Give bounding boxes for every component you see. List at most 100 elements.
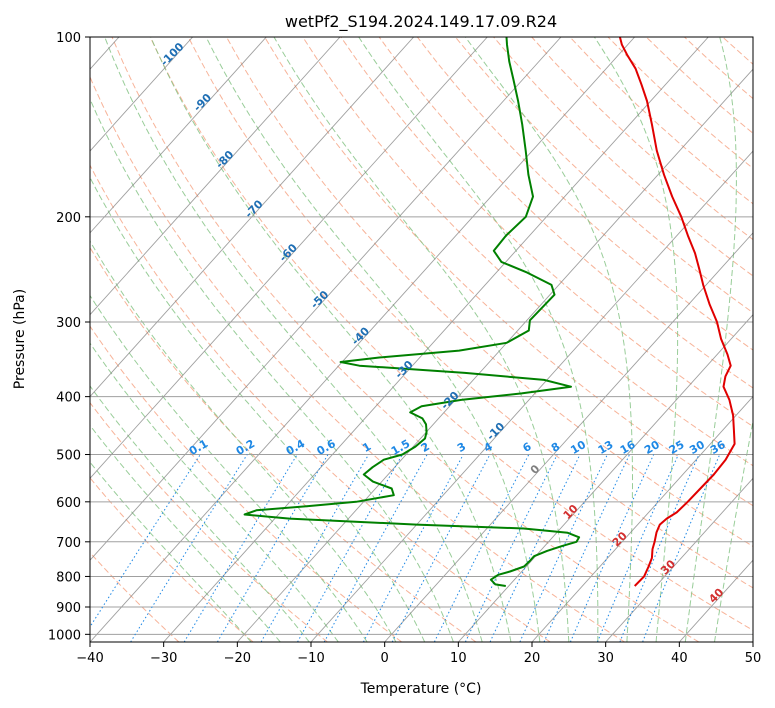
dry-adiabat-line [264, 37, 753, 507]
dewpoint-profile-line [243, 37, 581, 587]
moist-adiabat-line [90, 342, 339, 642]
moist-adiabat-label: -40 [349, 324, 372, 347]
y-tick-label: 400 [56, 391, 81, 406]
moist-adiabat-line [593, 37, 679, 642]
moist-adiabat-label: -90 [191, 91, 214, 114]
dry-adiabat-line [378, 37, 753, 389]
mixing-ratio-line [619, 454, 700, 642]
dry-adiabat-line [111, 37, 700, 642]
y-axis-title: Pressure (hPa) [12, 289, 28, 389]
x-tick-label: 50 [745, 651, 762, 666]
isotherm-line [90, 37, 267, 234]
y-axis: 100 200 300 400 500 600 700 800 900 1000 [48, 31, 90, 643]
mixing-ratio-line [433, 454, 530, 642]
dry-adiabat-line [90, 164, 551, 642]
dry-adiabat-line [90, 325, 403, 642]
moist-adiabat-line [90, 294, 368, 642]
y-tick-label: 800 [56, 570, 81, 585]
x-tick-label: 30 [597, 651, 614, 666]
moist-adiabat-label: -30 [392, 358, 415, 381]
dry-adiabat-label: 10 [561, 502, 581, 522]
isotherm-line [90, 37, 562, 561]
y-tick-label: 500 [56, 449, 81, 464]
dry-adiabat-line [226, 37, 753, 547]
dry-adiabat-line [761, 37, 775, 642]
x-tick-label: −10 [297, 651, 324, 666]
x-tick-label: −20 [224, 651, 251, 666]
temperature-profile-line [618, 37, 736, 587]
moist-adiabat-line [273, 37, 570, 642]
dry-adiabat-line [607, 37, 753, 169]
y-tick-label: 200 [56, 211, 81, 226]
moist-adiabat-line [90, 97, 454, 642]
dry-adiabat-line [149, 37, 753, 631]
dry-adiabat-label: 20 [610, 529, 630, 549]
moist-adiabat-line [358, 37, 599, 642]
dry-adiabat-line [416, 37, 753, 351]
dry-adiabat-line [569, 37, 753, 205]
mixing-ratio-line [297, 454, 403, 642]
mixing-ratio-line [391, 454, 491, 642]
x-tick-label: 10 [450, 651, 467, 666]
moist-adiabat-label: -60 [277, 241, 300, 264]
moist-adiabat-line [90, 385, 310, 642]
isotherm-line [236, 68, 753, 642]
x-tick-label: 40 [671, 651, 688, 666]
mixing-ratio-line [216, 454, 329, 642]
moist-adiabat-line [104, 37, 483, 642]
mixing-ratio-line [543, 454, 630, 642]
moist-adiabat-line [205, 37, 541, 642]
isotherm-line [90, 37, 415, 398]
mixing-ratio-line [183, 454, 298, 642]
isotherm-line [678, 559, 753, 642]
x-tick-label: 0 [381, 651, 389, 666]
isotherm-line [384, 232, 753, 642]
moist-adiabat-line [90, 176, 426, 642]
moist-adiabat-line [714, 418, 753, 642]
y-tick-label: 600 [56, 496, 81, 511]
dry-adiabat-line [455, 37, 753, 314]
mixing-ratio-line [489, 454, 581, 642]
mixing-ratio-label: 3 [455, 440, 468, 455]
mixing-ratio-line [260, 454, 370, 642]
moist-adiabat-line [150, 37, 512, 642]
isotherm-line [531, 395, 753, 642]
mixing-ratio-label: 6 [520, 440, 533, 455]
mixing-ratio-line [90, 454, 201, 628]
y-tick-label: 1000 [48, 628, 81, 643]
isotherm-line [90, 37, 194, 152]
chart-title: wetPf2_S194.2024.149.17.09.R24 [285, 12, 557, 32]
moist-adiabat-line [464, 37, 633, 642]
dry-adiabat-line [90, 401, 328, 642]
x-tick-label: −40 [76, 651, 103, 666]
moist-adiabat-line [684, 37, 737, 642]
moist-adiabat-line [90, 424, 281, 642]
isotherm-line [605, 477, 753, 642]
isotherm-line [90, 37, 341, 316]
isotherm-line [90, 37, 636, 642]
mixing-ratio-line [362, 454, 464, 642]
x-axis-title: Temperature (°C) [360, 681, 482, 697]
dry-adiabat-line [90, 246, 477, 642]
mixing-ratio-label: 2 [419, 440, 432, 455]
mixing-ratio-line [569, 454, 655, 642]
moist-adiabat-label: -50 [308, 288, 331, 311]
y-tick-label: 300 [56, 316, 81, 331]
isotherm-line [310, 150, 753, 642]
moist-adiabat-label: -100 [158, 40, 187, 69]
isotherm-line [163, 37, 709, 642]
moist-adiabat-line [90, 240, 397, 642]
dry-adiabat-line [645, 37, 753, 134]
moist-adiabat-label: -80 [213, 148, 236, 171]
mixing-ratio-line [596, 454, 679, 642]
background-lines [90, 37, 775, 642]
dry-adiabat-line [302, 37, 753, 467]
x-tick-label: −30 [150, 651, 177, 666]
isotherm-line [457, 314, 753, 642]
y-tick-label: 100 [56, 31, 81, 46]
isotherm-line [90, 37, 488, 480]
x-axis: −40 −30 −20 −10 0 10 20 30 40 50 [76, 642, 761, 666]
moist-adiabat-line [90, 461, 252, 642]
dry-adiabat-line [90, 477, 254, 642]
